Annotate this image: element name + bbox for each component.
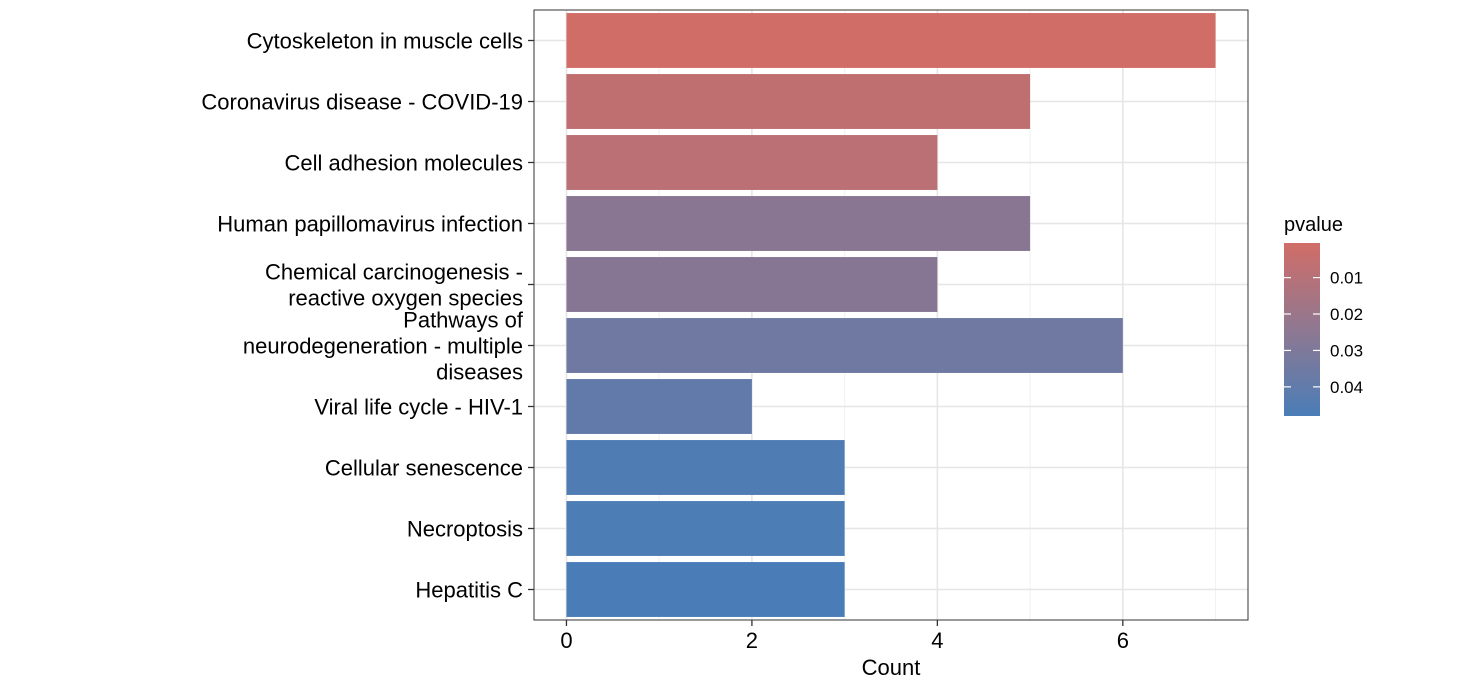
y-axis: Cytoskeleton in muscle cells Coronavirus … — [201, 29, 534, 603]
x-axis-label: Count — [862, 655, 921, 680]
bar — [566, 501, 845, 556]
y-tick-label: Chemical carcinogenesis -reactive oxygen… — [265, 260, 523, 311]
legend-tick-label: 0.02 — [1330, 305, 1363, 324]
x-tick-label: 2 — [746, 628, 758, 653]
plot-border — [533, 9, 1249, 621]
bars — [566, 13, 1216, 617]
bar — [566, 196, 1031, 251]
bar — [566, 257, 938, 312]
legend-tick-label: 0.03 — [1330, 341, 1363, 360]
x-tick-label: 4 — [931, 628, 943, 653]
bar — [566, 440, 845, 495]
bar — [566, 379, 752, 434]
legend-title: pvalue — [1284, 214, 1343, 236]
bar — [566, 74, 1031, 129]
y-tick-label: Human papillomavirus infection — [217, 212, 523, 237]
y-tick-label: Pathways of neurodegeneration - multiple d… — [243, 308, 524, 385]
y-tick-label: Cytoskeleton in muscle cells — [247, 29, 523, 54]
legend-ticks: 0.01 0.02 0.03 0.04 — [1284, 269, 1363, 397]
y-tick-label: Necroptosis — [407, 517, 523, 542]
bar — [566, 562, 845, 617]
x-axis: 0 2 4 6 — [560, 620, 1129, 653]
y-tick-label: Cellular senescence — [325, 456, 523, 481]
y-tick-label: Cell adhesion molecules — [285, 151, 523, 176]
bar — [566, 318, 1123, 373]
x-tick-label: 6 — [1117, 628, 1129, 653]
legend-tick-label: 0.04 — [1330, 378, 1363, 397]
bar — [566, 13, 1216, 68]
legend-colorbar — [1284, 243, 1320, 416]
y-tick-label: Hepatitis C — [415, 578, 523, 603]
y-tick-label: Coronavirus disease - COVID-19 — [201, 90, 523, 115]
y-tick-label: Viral life cycle - HIV-1 — [314, 395, 523, 420]
x-tick-label: 0 — [560, 628, 572, 653]
legend-tick-label: 0.01 — [1330, 269, 1363, 288]
bar — [566, 135, 938, 190]
legend: pvalue 0.01 0.02 0.03 0.04 — [1284, 214, 1363, 416]
